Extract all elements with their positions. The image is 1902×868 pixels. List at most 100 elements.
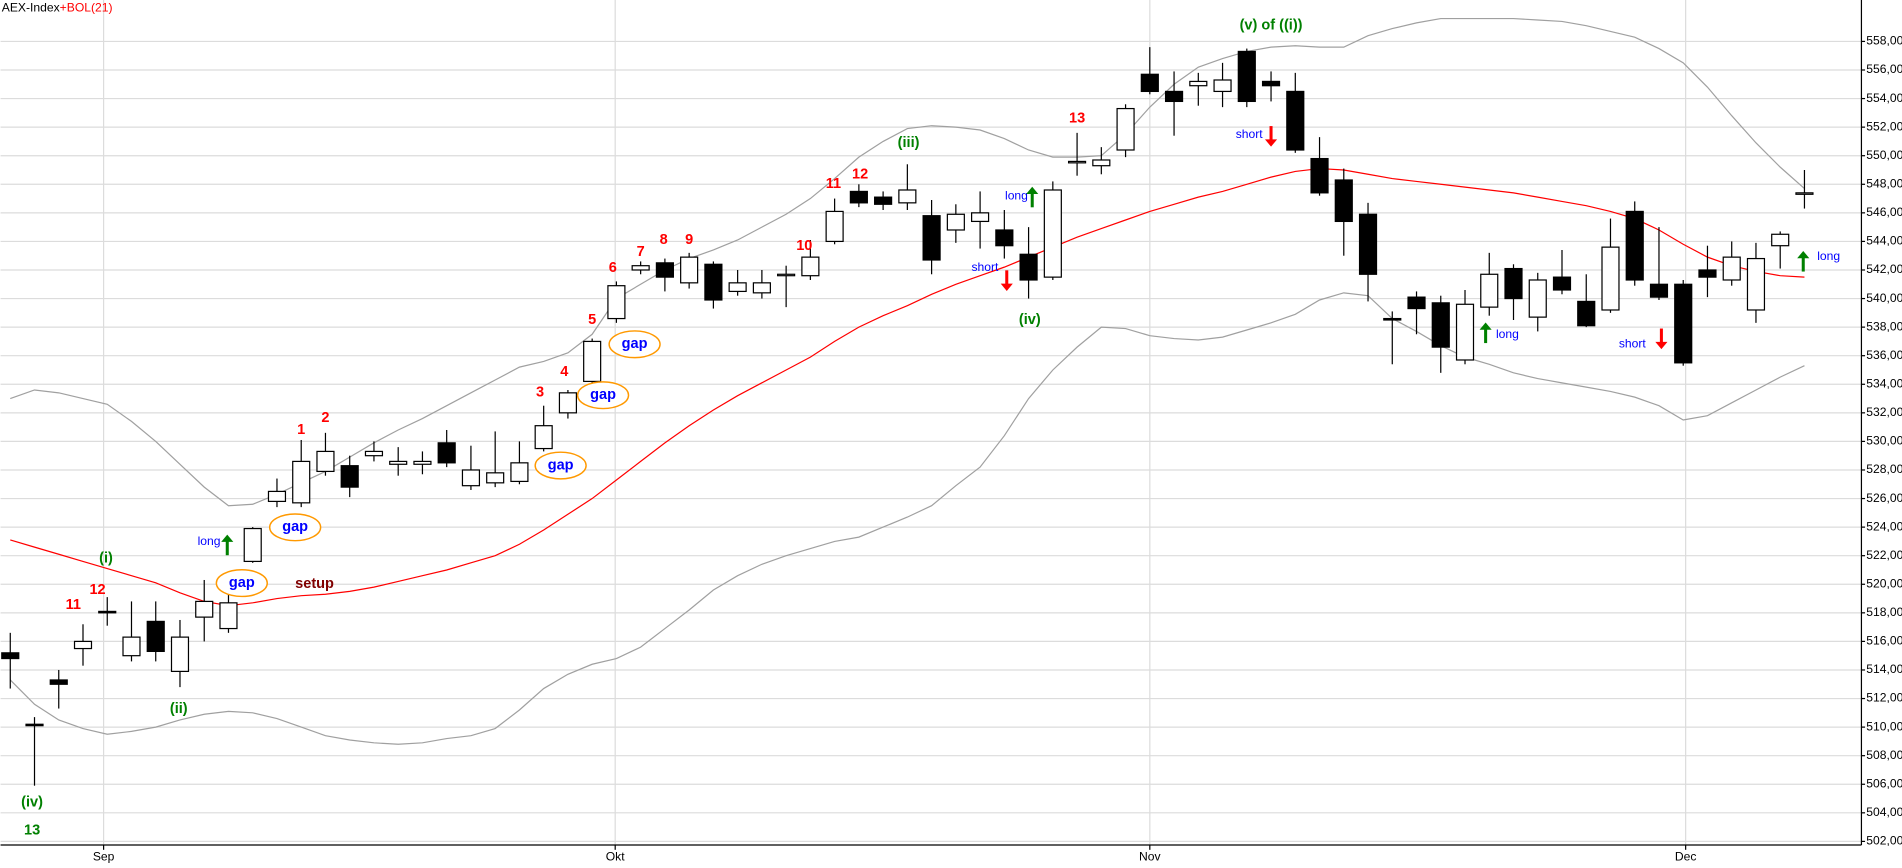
annotation: 13	[1069, 111, 1085, 127]
annotation: 5	[588, 312, 596, 328]
candle-body	[1407, 296, 1426, 310]
annotation: 3	[536, 385, 544, 401]
candle-body	[1504, 267, 1523, 300]
candle-body	[1140, 73, 1159, 93]
band-line	[9, 292, 1805, 745]
y-tick-label: 514,00	[1866, 662, 1902, 676]
y-tick-label: 538,00	[1866, 319, 1902, 333]
candle-body	[946, 213, 965, 231]
gap-ellipse	[608, 330, 661, 359]
candle-body	[1480, 273, 1499, 308]
y-tick-label: 528,00	[1866, 462, 1902, 476]
title-joiner: +	[60, 1, 67, 15]
candle-body	[219, 602, 238, 630]
candle-body	[1189, 80, 1208, 87]
candle-body	[1771, 233, 1790, 247]
arrow-head	[1264, 139, 1278, 147]
annotation: long	[198, 534, 221, 548]
candle-body	[607, 285, 626, 320]
candle-body	[73, 640, 93, 650]
annotation: short	[1619, 336, 1647, 350]
y-tick-label: 532,00	[1866, 405, 1902, 419]
title: AEX-Index	[2, 1, 60, 15]
annotation: (i)	[99, 551, 113, 567]
candle-body	[122, 636, 141, 657]
y-tick-label: 504,00	[1866, 805, 1902, 819]
annotation: 2	[321, 410, 329, 426]
annotation: 8	[660, 232, 668, 248]
candle-body	[1625, 210, 1644, 281]
y-tick-label: 542,00	[1866, 262, 1902, 276]
y-tick-label: 554,00	[1866, 91, 1902, 105]
y-tick-label: 530,00	[1866, 434, 1902, 448]
candle-body	[1, 652, 20, 660]
y-tick-label: 526,00	[1866, 491, 1902, 505]
annotation: 4	[560, 364, 568, 380]
y-tick-label: 522,00	[1866, 548, 1902, 562]
annotation: gap	[282, 519, 308, 535]
annotation: (iv)	[1019, 312, 1041, 328]
annotation: 7	[637, 244, 645, 260]
candle-body	[1577, 300, 1596, 327]
candle-body	[1601, 246, 1620, 311]
annotation: 11	[66, 597, 81, 613]
y-tick-label: 558,00	[1866, 34, 1902, 48]
annotation: setup	[295, 576, 334, 592]
candle-body	[170, 636, 190, 673]
candle-body	[1019, 253, 1038, 281]
candle-body	[655, 262, 674, 278]
y-tick-label: 550,00	[1866, 148, 1902, 162]
annotation: 13	[24, 822, 40, 838]
candle-body	[364, 450, 384, 457]
annotation: (iii)	[898, 135, 920, 151]
gap-ellipse	[576, 381, 630, 410]
y-tick-label: 506,00	[1866, 776, 1902, 790]
y-tick-label: 520,00	[1866, 576, 1902, 590]
candle-body	[1674, 283, 1693, 364]
annotation: (v) of ((i))	[1240, 17, 1303, 33]
candle-body	[1334, 179, 1353, 223]
candle-body	[1164, 90, 1184, 103]
candle-body	[1213, 79, 1232, 93]
candle-body	[558, 392, 578, 414]
candle-body	[1746, 257, 1766, 311]
candle-body	[146, 620, 165, 653]
candle-body	[680, 256, 699, 284]
candle-body	[1067, 160, 1087, 164]
y-tick-label: 544,00	[1866, 234, 1902, 248]
annotation: short	[971, 260, 999, 274]
y-tick-label: 510,00	[1866, 719, 1902, 733]
candle-body	[971, 212, 990, 223]
candle-body	[316, 450, 335, 473]
candle-body	[1698, 269, 1717, 278]
annotation: 12	[89, 582, 105, 598]
candle-body	[631, 265, 650, 271]
y-tick-label: 540,00	[1866, 291, 1902, 305]
arrow-head	[1797, 250, 1810, 259]
y-tick-label: 548,00	[1866, 176, 1902, 190]
candle-body	[243, 527, 262, 563]
candle-body	[1043, 189, 1062, 278]
annotation: gap	[590, 387, 616, 403]
annotation: (ii)	[170, 701, 188, 717]
candle-body	[1649, 283, 1669, 298]
annotation: gap	[622, 336, 648, 352]
candle-body	[389, 460, 408, 465]
candle-body	[1722, 256, 1741, 281]
candle-body	[995, 229, 1014, 247]
candle-body	[752, 282, 771, 294]
annotation: long	[1817, 249, 1840, 263]
y-tick-label: 536,00	[1866, 348, 1902, 362]
annotation: gap	[229, 575, 255, 591]
annotation: 12	[852, 166, 868, 182]
candle-body	[49, 679, 68, 685]
x-tick-label: Okt	[606, 849, 625, 863]
y-tick-label: 512,00	[1866, 691, 1902, 705]
gap-ellipse	[534, 451, 587, 480]
candle-body	[1092, 159, 1111, 167]
annotation: 10	[796, 238, 812, 254]
arrow-head	[1655, 341, 1668, 350]
band-line	[10, 167, 1805, 607]
